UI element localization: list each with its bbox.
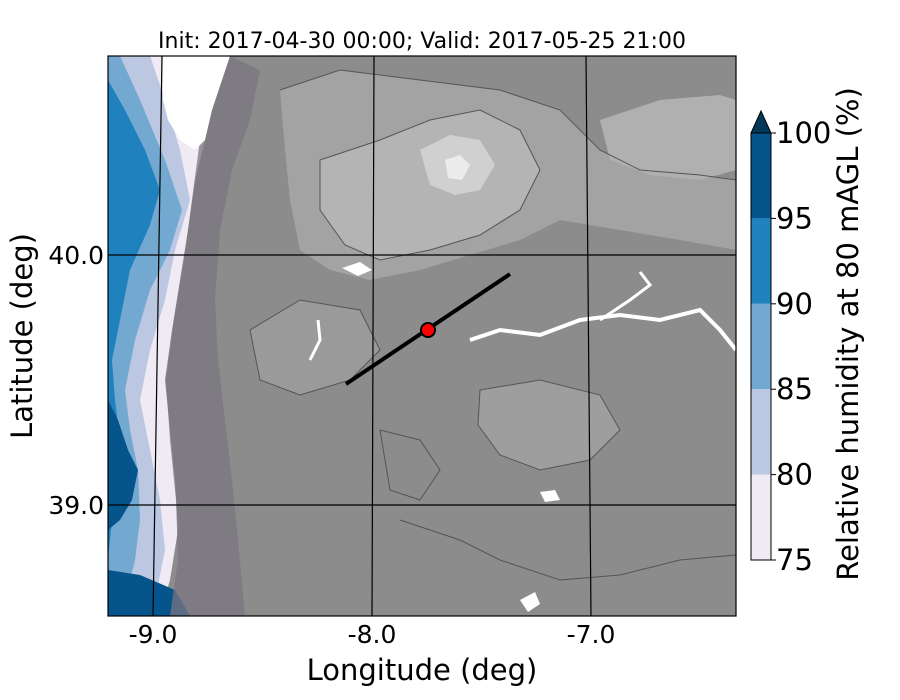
east-highland bbox=[600, 95, 736, 180]
humidity-band-95-south bbox=[108, 570, 190, 616]
y-tick-label: 40.0 bbox=[48, 241, 104, 270]
peak-core bbox=[445, 155, 470, 180]
map-plot-area bbox=[108, 56, 736, 616]
humidity-band-95 bbox=[108, 400, 138, 530]
colorbar-tick-label: 85 bbox=[776, 372, 813, 406]
colorbar-tick-label: 80 bbox=[776, 458, 813, 492]
chart-title: Init: 2017-04-30 00:00; Valid: 2017-05-2… bbox=[158, 29, 686, 54]
colorbar-tick-label: 90 bbox=[776, 287, 813, 321]
colorbar-tick-label: 95 bbox=[776, 201, 813, 235]
colorbar-segment bbox=[751, 389, 771, 475]
colorbar: 75 80 85 90 95 100 bbox=[750, 109, 831, 577]
water-body bbox=[342, 262, 372, 276]
y-tick-label: 39.0 bbox=[48, 491, 104, 520]
colorbar-segment bbox=[751, 133, 771, 219]
colorbar-segment bbox=[751, 218, 771, 304]
colorbar-label: Relative humidity at 80 mAGL (%) bbox=[831, 87, 865, 581]
x-tick-label: -9.0 bbox=[129, 620, 178, 649]
river-left bbox=[308, 319, 322, 361]
map-frame bbox=[107, 55, 737, 617]
colorbar-tick-label: 75 bbox=[776, 543, 813, 577]
meridian-minus8 bbox=[371, 56, 375, 616]
water-south bbox=[520, 592, 540, 612]
x-axis-label: Longitude (deg) bbox=[307, 653, 538, 687]
coastal-gray-band bbox=[166, 56, 260, 616]
no-data-strip bbox=[163, 56, 230, 150]
meridian-minus7 bbox=[585, 56, 592, 616]
contour-lines bbox=[249, 69, 736, 581]
water-south-2 bbox=[540, 490, 560, 502]
x-tick-label: -7.0 bbox=[567, 620, 616, 649]
colorbar-segment bbox=[751, 303, 771, 390]
south-highland bbox=[478, 380, 620, 470]
y-axis-label: Latitude (deg) bbox=[5, 233, 39, 439]
colorbar-tick-label: 100 bbox=[776, 116, 831, 150]
graticule bbox=[108, 56, 736, 616]
meridian-minus9 bbox=[152, 56, 163, 616]
site-marker bbox=[420, 322, 436, 338]
x-tick-label: -8.0 bbox=[348, 620, 397, 649]
colorbar-segment bbox=[751, 474, 771, 560]
river-upper bbox=[599, 271, 653, 322]
colorbar-outline bbox=[750, 132, 772, 561]
river-tagus bbox=[469, 307, 736, 352]
colorbar-extend-arrow bbox=[750, 109, 772, 134]
humidity-band-90 bbox=[108, 80, 160, 560]
